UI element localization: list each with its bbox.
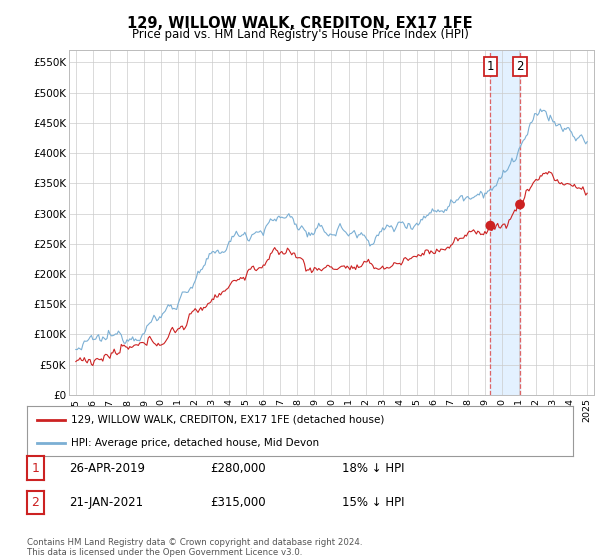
Text: £280,000: £280,000 [210, 461, 266, 475]
Point [515, 200, 525, 209]
Text: 129, WILLOW WALK, CREDITON, EX17 1FE: 129, WILLOW WALK, CREDITON, EX17 1FE [127, 16, 473, 31]
Text: £315,000: £315,000 [210, 496, 266, 509]
Text: 2: 2 [516, 60, 524, 73]
Bar [490, 50, 520, 395]
Text: HPI: Average price, detached house, Mid Devon: HPI: Average price, detached house, Mid … [71, 438, 319, 448]
Text: 21-JAN-2021: 21-JAN-2021 [69, 496, 143, 509]
Text: 18% ↓ HPI: 18% ↓ HPI [342, 461, 404, 475]
Text: 15% ↓ HPI: 15% ↓ HPI [342, 496, 404, 509]
Text: 1: 1 [31, 461, 40, 475]
Text: 2: 2 [31, 496, 40, 509]
Text: 1: 1 [487, 60, 494, 73]
Text: 26-APR-2019: 26-APR-2019 [69, 461, 145, 475]
Text: Contains HM Land Registry data © Crown copyright and database right 2024.
This d: Contains HM Land Registry data © Crown c… [27, 538, 362, 557]
Text: Price paid vs. HM Land Registry's House Price Index (HPI): Price paid vs. HM Land Registry's House … [131, 28, 469, 41]
Text: 129, WILLOW WALK, CREDITON, EX17 1FE (detached house): 129, WILLOW WALK, CREDITON, EX17 1FE (de… [71, 414, 384, 424]
Point [485, 221, 495, 230]
